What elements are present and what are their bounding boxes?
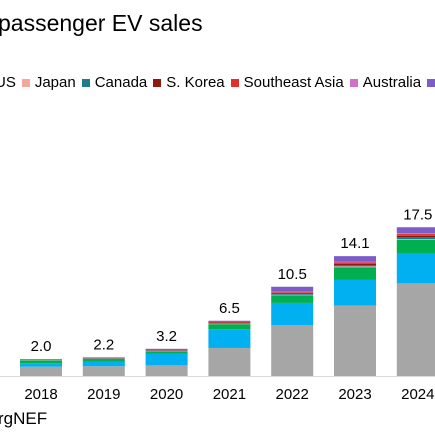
x-tick-label-2022: 2022 (276, 386, 309, 403)
bar-segment-2020-us (145, 351, 188, 354)
bar-segment-2023-china (334, 305, 376, 376)
bar-segment-2019-us (82, 359, 125, 362)
legend-label: Canada (94, 74, 148, 91)
x-tick-label-2019: 2019 (87, 386, 120, 403)
bar-segment-2024-canada (396, 237, 435, 240)
legend-item-japan: Japan (21, 74, 76, 91)
data-label-2023: 14.1 (340, 235, 369, 252)
bar-segment-2024-s-korea (396, 235, 435, 238)
bar-segment-2022-japan (271, 294, 314, 296)
x-tick-label-2018: 2018 (24, 386, 57, 403)
bar-segment-2021-us (208, 324, 251, 330)
bar-segment-2018-china (20, 366, 62, 376)
bar-segment-2023-canada (334, 264, 376, 267)
legend-label: Japan (34, 74, 76, 91)
legend-item-canada: Canada (81, 74, 148, 91)
legend-label: Australia (362, 74, 422, 91)
bar-segment-2022-southeast-asia (271, 292, 314, 293)
legend-item-us: US (0, 74, 16, 91)
bar-segment-2021-s-korea (208, 322, 251, 324)
bar-segment-2019-other (82, 357, 125, 358)
bar-segment-2021-other (208, 320, 251, 322)
bar-segment-2023-other (334, 256, 376, 262)
legend-item-australia: Australia (349, 74, 422, 91)
legend-label: US (0, 74, 16, 91)
bar-segment-2024-other (396, 227, 435, 234)
bar-segment-2024-southeast-asia (396, 234, 435, 236)
data-label-2019: 2.2 (93, 336, 114, 353)
bar-segment-2020-other (145, 348, 188, 350)
legend-swatch (153, 78, 162, 87)
chart-title: passenger EV sales (0, 10, 203, 36)
legend-swatch (427, 78, 435, 87)
legend-item-s-korea: S. Korea (153, 74, 225, 91)
data-label-2020: 3.2 (156, 328, 177, 345)
legend-label: Southeast Asia (243, 74, 344, 91)
bar-segment-2021-canada (208, 323, 251, 324)
legend-item-southeast-asia: Southeast Asia (230, 74, 344, 91)
data-label-2022: 10.5 (278, 266, 307, 283)
bar-segment-2023-japan (334, 266, 376, 268)
legend-swatch (230, 78, 239, 87)
legend-label: S. Korea (166, 74, 225, 91)
bar-segment-2021-europe (208, 329, 251, 348)
x-tick-label-2024: 2024 (401, 386, 434, 403)
bar-segment-2024-japan (396, 239, 435, 240)
legend-item-other (427, 78, 435, 87)
bar-segment-2023-s-korea (334, 263, 376, 265)
bar-segment-2021-china (208, 347, 251, 376)
bar-segment-2020-china (145, 365, 188, 377)
bar-segment-2020-europe (145, 353, 188, 366)
bar-segment-2019-china (82, 366, 125, 376)
data-label-2024: 17.5 (403, 206, 432, 223)
source-note: rgNEF (0, 409, 48, 428)
chart-legend: US Japan Canada S. Korea Southeast Asia … (0, 74, 435, 91)
bar-segment-2022-s-korea (271, 292, 314, 294)
bar-segment-2019-europe (82, 361, 125, 367)
bar-segment-2023-australia (334, 261, 376, 263)
bar-segment-2023-southeast-asia (334, 262, 376, 264)
bar-segment-2023-us (334, 267, 376, 280)
bar-segment-2022-other (271, 286, 314, 292)
bar-segment-2023-europe (334, 279, 376, 306)
legend-swatch (21, 78, 30, 87)
x-tick-label-2020: 2020 (150, 386, 183, 403)
bar-segment-2022-europe (271, 302, 314, 325)
bar-segment-2024-australia (396, 233, 435, 235)
x-tick-label-2023: 2023 (338, 386, 371, 403)
legend-swatch (349, 78, 358, 87)
bar-segment-2018-us (20, 360, 62, 364)
bar-segment-2018-europe (20, 363, 62, 367)
data-label-2021: 6.5 (219, 300, 240, 317)
bar-segment-2022-us (271, 295, 314, 303)
bar-segment-2022-canada (271, 293, 314, 295)
bar-segment-2024-europe (396, 253, 435, 284)
bar-segment-2024-us (396, 240, 435, 254)
data-label-2018: 2.0 (31, 338, 52, 355)
legend-swatch (81, 78, 90, 87)
bar-segment-2022-china (271, 325, 314, 376)
bar-segment-2024-china (396, 283, 435, 376)
x-tick-label-2021: 2021 (213, 386, 246, 403)
